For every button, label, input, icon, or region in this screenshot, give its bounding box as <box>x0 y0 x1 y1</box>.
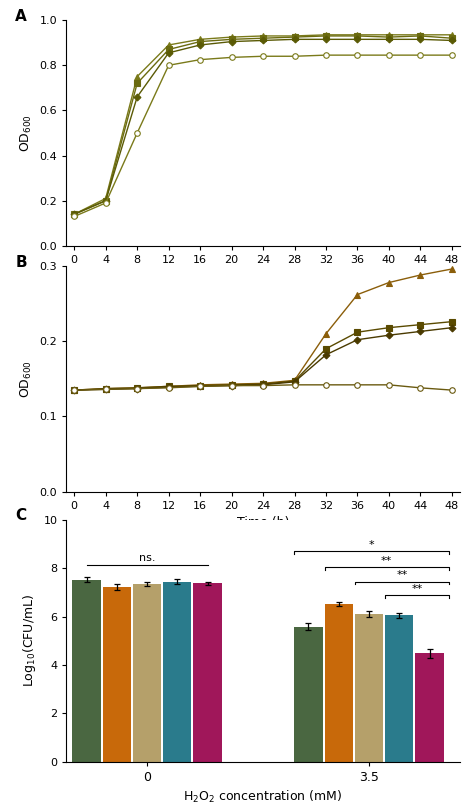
Text: **: ** <box>396 571 407 580</box>
Bar <box>355 613 383 762</box>
X-axis label: Time (h): Time (h) <box>237 517 289 530</box>
Bar <box>103 587 131 762</box>
Bar <box>73 580 100 762</box>
Bar <box>415 654 444 762</box>
Y-axis label: OD$_{600}$: OD$_{600}$ <box>19 114 34 152</box>
Y-axis label: Log$_{10}$(CFU/mL): Log$_{10}$(CFU/mL) <box>21 594 38 688</box>
Bar <box>193 584 222 762</box>
X-axis label: Time (h): Time (h) <box>237 271 289 284</box>
Text: **: ** <box>411 584 422 594</box>
Bar <box>133 584 161 762</box>
Text: C: C <box>15 508 27 523</box>
Text: B: B <box>15 255 27 270</box>
Bar <box>385 616 413 762</box>
Y-axis label: OD$_{600}$: OD$_{600}$ <box>19 360 34 397</box>
X-axis label: H$_2$O$_2$ concentration (mM): H$_2$O$_2$ concentration (mM) <box>183 789 343 805</box>
Bar <box>163 582 191 762</box>
Bar <box>294 627 323 762</box>
Text: A: A <box>15 9 27 24</box>
Text: *: * <box>369 540 374 550</box>
Text: **: ** <box>381 556 392 566</box>
Bar <box>325 604 353 762</box>
Text: ns.: ns. <box>139 554 155 563</box>
